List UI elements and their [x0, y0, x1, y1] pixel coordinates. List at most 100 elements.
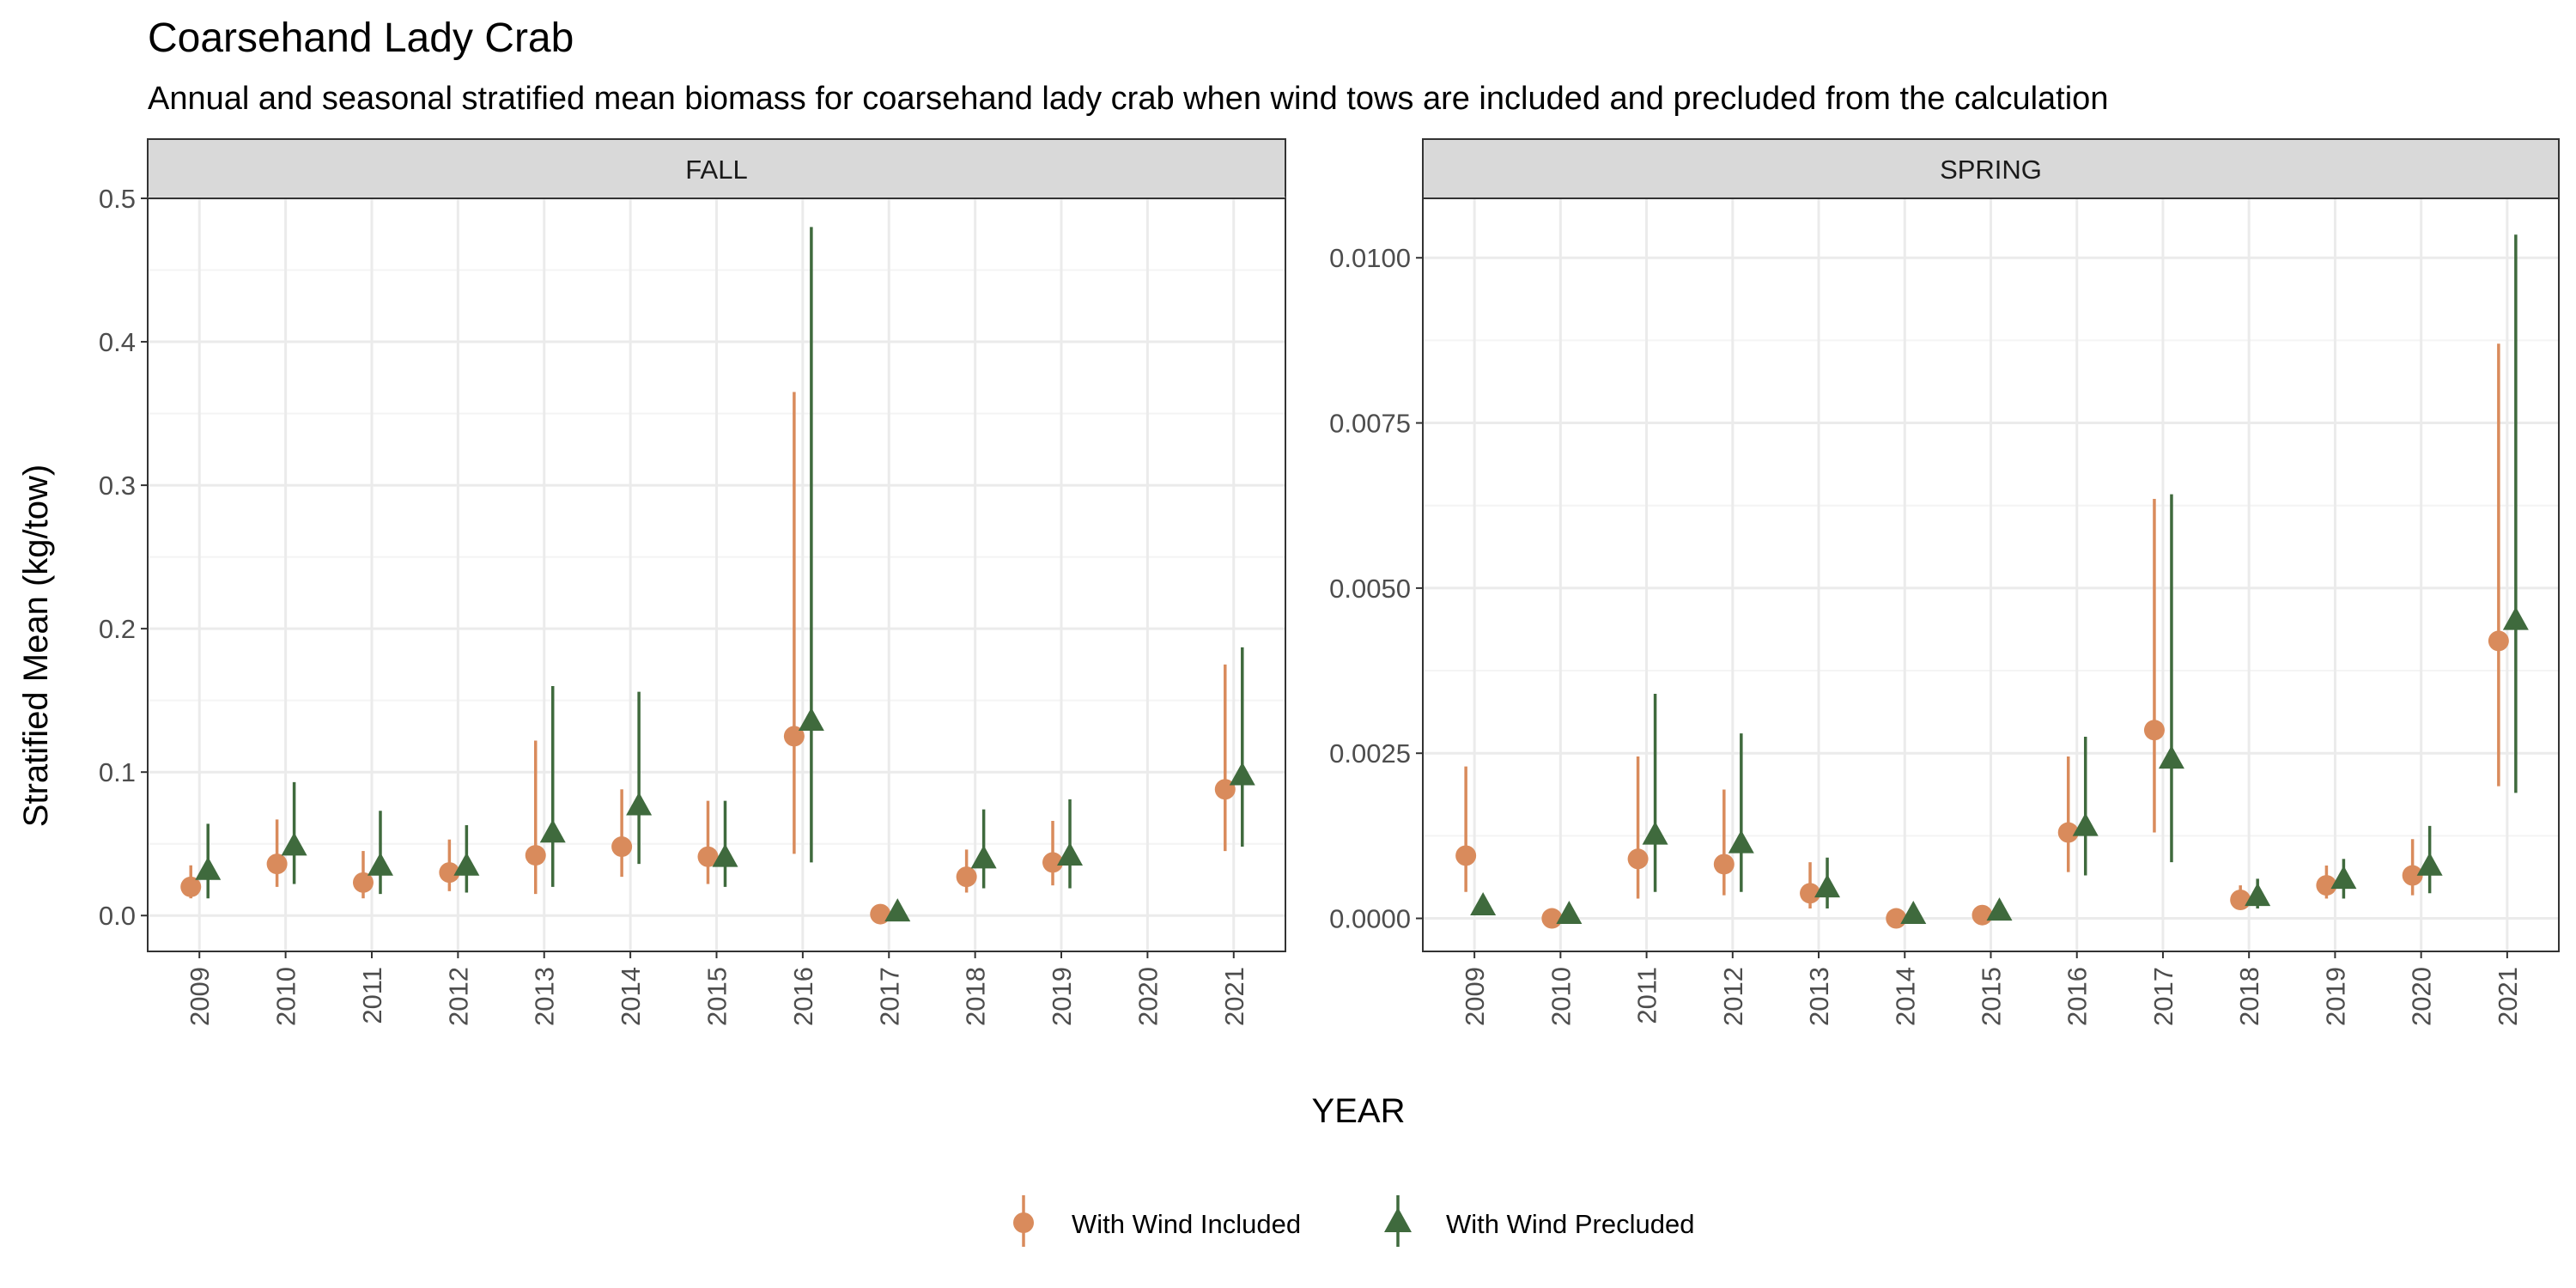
legend-key-included	[1013, 1195, 1034, 1247]
x-tick-label: 2010	[271, 967, 301, 1026]
legend-label-included: With Wind Included	[1072, 1209, 1301, 1239]
chart-subtitle: Annual and seasonal stratified mean biom…	[148, 81, 2108, 117]
data-point	[611, 836, 633, 858]
data-point	[525, 845, 546, 866]
data-point	[2402, 865, 2423, 886]
data-point	[2245, 883, 2271, 907]
panel-border	[1422, 197, 2560, 952]
y-tick-label: 0.0100	[1329, 243, 1411, 273]
data-point	[266, 854, 288, 875]
series-included	[1455, 343, 2509, 929]
data-point	[2072, 812, 2099, 836]
x-tick-label: 2010	[1546, 967, 1576, 1026]
data-point	[626, 792, 653, 816]
x-tick-label: 2020	[1133, 967, 1163, 1026]
data-point	[2416, 852, 2443, 876]
x-tick-label: 2021	[2493, 967, 2523, 1026]
panel-border	[147, 197, 1286, 952]
y-tick-label: 0.0000	[1329, 904, 1411, 934]
facet-strip	[147, 138, 1286, 199]
data-point	[195, 856, 222, 880]
x-tick-label: 2019	[1047, 967, 1077, 1026]
data-point	[956, 866, 977, 888]
x-tick-label: 2016	[2063, 967, 2093, 1026]
data-point	[1229, 762, 1255, 786]
data-point	[2057, 822, 2079, 843]
x-tick-label: 2012	[1718, 967, 1748, 1026]
data-point	[1541, 908, 1563, 929]
data-point	[2158, 745, 2184, 769]
data-point	[1627, 848, 1649, 870]
data-point	[1886, 908, 1907, 929]
series-included	[180, 392, 1236, 925]
facet-strip	[1422, 138, 2560, 199]
data-point	[367, 852, 393, 876]
y-tick-label: 0.2	[99, 614, 136, 644]
x-tick-label: 2009	[1460, 967, 1490, 1026]
data-point	[2488, 630, 2509, 652]
data-point	[1971, 904, 1993, 926]
panel-fall: FALL 0.0 0.1 0.2 0.3 0.4 0.5 2009 2010 2011 2012 20…	[99, 138, 1286, 1026]
facet-strip-label: FALL	[685, 155, 747, 185]
y-tick-label: 0.0025	[1329, 738, 1411, 769]
legend-key-precluded	[1384, 1195, 1412, 1247]
x-tick-label: 2018	[2234, 967, 2264, 1026]
legend-key-marker	[1384, 1207, 1412, 1232]
data-point	[1986, 897, 2013, 921]
data-point	[712, 843, 738, 867]
data-point	[870, 903, 891, 925]
x-tick-label: 2019	[2320, 967, 2350, 1026]
x-tick-label: 2017	[2148, 967, 2178, 1026]
data-point	[884, 898, 911, 922]
data-point	[2230, 889, 2251, 910]
y-tick-label: 0.3	[99, 471, 136, 501]
legend-label-precluded: With Wind Precluded	[1446, 1209, 1694, 1239]
facet-panels: FALL 0.0 0.1 0.2 0.3 0.4 0.5 2009 2010 2011 2012 20…	[99, 138, 2560, 1026]
data-point	[1800, 883, 1821, 904]
data-point	[798, 707, 824, 731]
x-tick-label: 2021	[1219, 967, 1249, 1026]
data-point	[453, 852, 480, 876]
data-point	[1814, 874, 1841, 898]
data-point	[970, 845, 997, 869]
data-point	[439, 862, 460, 884]
data-point	[2502, 606, 2529, 630]
data-point	[697, 846, 719, 867]
data-point	[1556, 900, 1583, 924]
x-tick-label: 2018	[961, 967, 991, 1026]
y-tick-label: 0.0075	[1329, 409, 1411, 439]
x-tick-label: 2016	[788, 967, 818, 1026]
data-point	[2330, 866, 2357, 890]
y-tick-label: 0.4	[99, 327, 136, 357]
legend-key-marker	[1013, 1212, 1034, 1233]
legend: With Wind Included With Wind Precluded	[1013, 1195, 1694, 1247]
y-axis-title: Stratified Mean (kg/tow)	[17, 465, 55, 827]
x-tick-label: 2014	[1890, 967, 1920, 1026]
y-tick-label: 0.0050	[1329, 574, 1411, 604]
y-tick-label: 0.1	[99, 757, 136, 787]
chart-title: Coarsehand Lady Crab	[148, 15, 574, 61]
x-tick-label: 2013	[1804, 967, 1834, 1026]
data-point	[281, 832, 307, 856]
x-tick-label: 2009	[185, 967, 215, 1026]
x-tick-label: 2011	[1632, 967, 1662, 1024]
x-tick-label: 2014	[616, 967, 646, 1026]
data-point	[1900, 900, 1927, 924]
data-point	[783, 726, 805, 747]
x-tick-label: 2013	[530, 967, 560, 1026]
series-precluded	[195, 227, 1255, 922]
x-axis-title: YEAR	[1312, 1092, 1406, 1130]
data-point	[1642, 821, 1668, 845]
series-precluded	[1470, 234, 2529, 924]
x-tick-label: 2012	[443, 967, 473, 1026]
y-tick-label: 0.0	[99, 901, 136, 931]
x-tick-label: 2017	[874, 967, 904, 1026]
x-tick-label: 2015	[1977, 967, 2007, 1026]
facet-strip-label: SPRING	[1940, 155, 2042, 185]
data-point	[1728, 829, 1754, 854]
data-point	[1470, 891, 1497, 915]
x-tick-label: 2015	[702, 967, 732, 1026]
data-point	[2316, 875, 2337, 896]
x-tick-label: 2020	[2407, 967, 2437, 1026]
